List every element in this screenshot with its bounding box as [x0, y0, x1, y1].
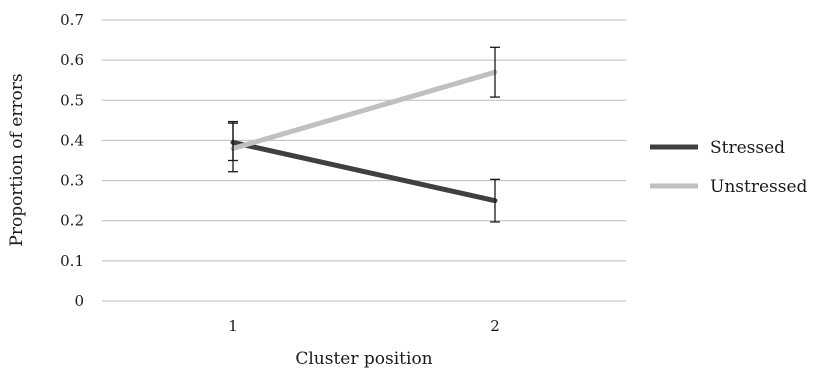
error-bar	[228, 122, 238, 173]
y-tick-label: 0.6	[60, 51, 84, 69]
y-tick-label: 0.7	[60, 11, 84, 29]
y-tick-label: 0.4	[60, 131, 84, 149]
y-tick-label: 0.2	[60, 212, 84, 230]
error-bars	[228, 46, 500, 223]
gridlines	[102, 19, 626, 302]
y-tick-label: 0.5	[60, 91, 84, 109]
y-tick-label: 0	[74, 292, 84, 310]
x-axis-title: Cluster position	[295, 349, 432, 369]
y-axis-ticks: 0 0.1 0.2 0.3 0.4 0.5 0.6 0.7	[60, 11, 84, 310]
y-axis-title: Proportion of errors	[7, 73, 27, 246]
series-line-stressed	[230, 139, 498, 204]
x-tick-label: 1	[228, 317, 238, 335]
error-bar	[490, 178, 500, 223]
legend: Stressed Unstressed	[650, 138, 808, 197]
series-line-unstressed	[230, 69, 498, 151]
legend-label-stressed: Stressed	[710, 138, 785, 158]
y-tick-label: 0.3	[60, 172, 84, 190]
error-bar	[490, 46, 500, 98]
legend-label-unstressed: Unstressed	[710, 177, 808, 197]
series-lines	[230, 69, 498, 204]
y-tick-label: 0.1	[60, 252, 84, 270]
x-tick-label: 2	[490, 317, 500, 335]
